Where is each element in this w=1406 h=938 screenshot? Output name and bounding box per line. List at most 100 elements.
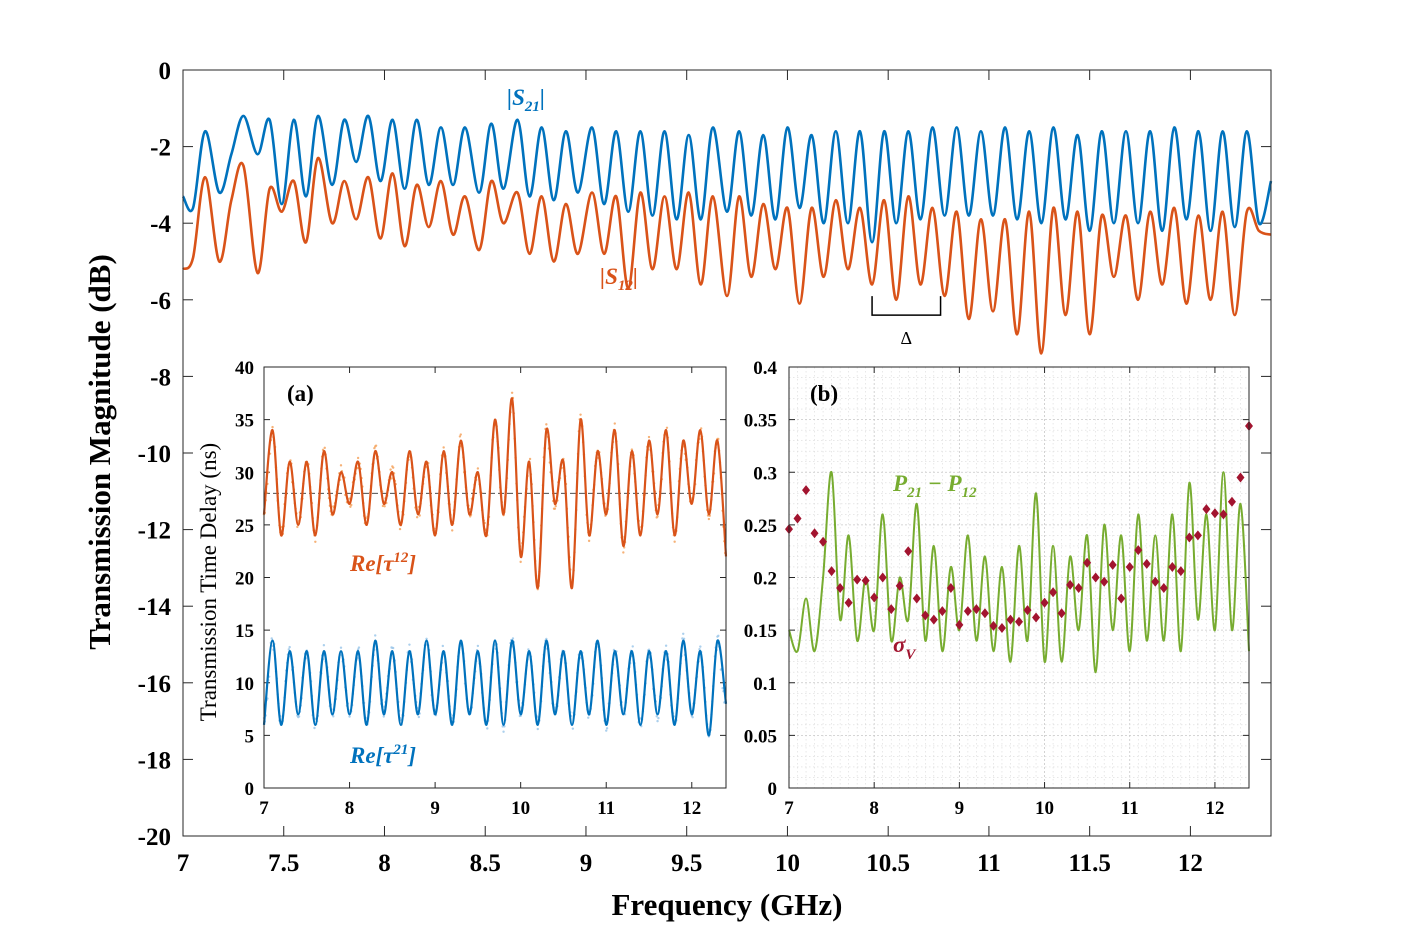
inset_b-ytick-label: 0 <box>768 779 778 800</box>
scatter-dot-tau21 <box>391 646 395 650</box>
sigma-v-marker <box>1219 509 1228 520</box>
sigma-v-marker <box>1083 557 1092 568</box>
scatter-dot-tau12 <box>296 525 299 529</box>
sigma-v-marker <box>810 528 819 539</box>
sigma-v-marker <box>836 583 845 594</box>
legend-tau21: Re[τ21] <box>349 742 416 768</box>
inset_b-ytick-label: 0.2 <box>753 569 777 590</box>
inset_b-ytick-label: 0.15 <box>744 621 777 642</box>
scatter-dot-tau21 <box>356 648 360 651</box>
inset_b-ytick-label: 0.35 <box>744 411 777 432</box>
label-s12-sub: 12 <box>618 278 634 294</box>
inset-a-frame <box>263 366 727 789</box>
svg-text:Re[τ21]: Re[τ21] <box>349 742 416 768</box>
scatter-dot-tau21 <box>287 648 291 651</box>
scatter-dot-tau21 <box>441 644 445 648</box>
main-xtick-label: 7 <box>177 850 190 877</box>
scatter-dot-tau21 <box>425 637 428 640</box>
scatter-dot-tau21 <box>502 730 505 733</box>
main-ytick-label: -16 <box>138 671 171 698</box>
label-sigma-main: σ <box>893 632 906 657</box>
scatter-dot-tau21 <box>682 637 686 640</box>
inset_a-ytick-label: 15 <box>235 621 254 642</box>
sigma-v-marker <box>946 583 955 594</box>
main-ytick-label: -14 <box>138 594 172 621</box>
scatter-dot-tau21 <box>374 634 377 637</box>
sigma-v-marker <box>1040 597 1049 608</box>
label-tau21-main: Re[τ <box>349 743 394 768</box>
scatter-dot-tau12 <box>553 507 557 510</box>
sigma-v-marker <box>878 572 887 583</box>
sigma-v-marker <box>1125 561 1134 572</box>
scatter-dot-tau12 <box>442 446 445 449</box>
inset-b-panel-label: (b) <box>810 381 838 406</box>
scatter-dot-tau21 <box>605 727 609 730</box>
main-xtick-label: 9 <box>580 850 593 877</box>
inset_b-ytick-label: 0.3 <box>753 463 777 484</box>
label-s21-end: | <box>540 85 545 110</box>
sigma-v-marker <box>1236 472 1245 483</box>
scatter-dot-tau12 <box>398 527 402 531</box>
sigma-v-marker <box>861 575 870 586</box>
scatter-dot-tau12 <box>415 515 419 519</box>
sigma-v-marker <box>1074 583 1083 594</box>
scatter-dot-tau21 <box>322 644 326 647</box>
main-ytick-label: -8 <box>150 364 171 391</box>
scatter-dot-tau21 <box>313 726 316 730</box>
scatter-dot-tau21 <box>721 686 724 690</box>
scatter-dot-tau12 <box>699 427 703 430</box>
main-ytick-label: -20 <box>138 824 171 851</box>
sigma-v-marker <box>1108 559 1117 570</box>
scatter-dot-tau21 <box>717 634 720 638</box>
scatter-dot-tau21 <box>631 645 634 648</box>
sigma-v-marker <box>1023 605 1032 616</box>
sigma-v-marker <box>1049 587 1058 598</box>
main-ytick-label: -2 <box>150 135 171 162</box>
inset_a-ytick-label: 10 <box>235 674 254 695</box>
scatter-dot-tau21 <box>657 716 660 720</box>
inset_b-xtick-label: 7 <box>784 798 794 819</box>
inset_a-xtick-label: 7 <box>259 798 269 819</box>
inset_b-xtick-label: 10 <box>1035 798 1054 819</box>
main-series <box>181 114 1273 355</box>
scatter-dot-tau12 <box>656 515 659 518</box>
main-plot-frame <box>182 69 1272 837</box>
inset_a-xtick-label: 10 <box>511 798 530 819</box>
sigma-v-marker <box>938 606 947 617</box>
main-xtick-label: 12 <box>1178 850 1203 877</box>
scatter-dot-tau12 <box>647 435 651 439</box>
series-line-s12 <box>182 156 1272 355</box>
sigma-v-marker <box>1227 496 1236 507</box>
scatter-dot-tau12 <box>458 435 462 438</box>
sigma-v-marker <box>1091 572 1100 583</box>
scatter-dot-tau12 <box>391 466 395 469</box>
svg-text:σV: σV <box>893 632 917 663</box>
sigma-v-marker <box>844 597 853 608</box>
scatter-dot-tau21 <box>288 645 291 649</box>
sigma-v-marker <box>1159 583 1168 594</box>
main-x-axis-title: Frequency (GHz) <box>611 887 842 922</box>
scatter-dot-tau12 <box>707 517 711 521</box>
sigma-v-marker <box>955 619 964 630</box>
scatter-dot-tau12 <box>459 433 462 436</box>
delta-annotation: Δ <box>871 296 942 348</box>
label-tau12-end: ] <box>406 551 416 576</box>
sigma-v-marker <box>963 606 972 617</box>
inset-a-plot: 7 8 9 10 11 12 0 5 10 15 20 25 30 35 40 (a) Transmissi… <box>196 358 728 819</box>
scatter-dot-tau12 <box>389 468 392 471</box>
label-tau21-sup: 21 <box>392 742 408 758</box>
sigma-v-marker <box>1032 612 1041 623</box>
scatter-dot-tau21 <box>382 715 385 718</box>
scatter-dot-tau21 <box>536 727 539 731</box>
sigma-v-marker <box>1015 616 1023 627</box>
label-tau12-main: Re[τ <box>349 551 394 576</box>
inset_a-ytick-label: 25 <box>235 516 254 537</box>
label-p-sub2: 12 <box>962 485 978 501</box>
legend-tau12: Re[τ12] <box>349 550 416 576</box>
inset_b-ytick-label: 0.25 <box>744 516 777 537</box>
sigma-v-marker <box>1142 558 1151 569</box>
label-tau12-sup: 12 <box>393 550 409 566</box>
main-ytick-label: 0 <box>159 58 172 85</box>
inset-a-series <box>262 391 728 738</box>
sigma-v-marker <box>972 604 981 615</box>
